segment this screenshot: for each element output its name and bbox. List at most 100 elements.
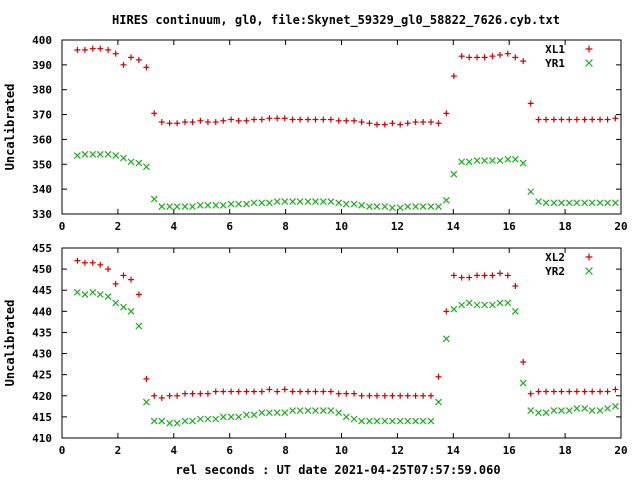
data-point-YR1 xyxy=(358,201,366,209)
data-point-YR1 xyxy=(135,159,143,167)
y-tick-label: 340 xyxy=(32,183,52,196)
data-point-XL1 xyxy=(320,116,327,123)
data-point-YR1 xyxy=(366,203,373,210)
data-point-XL1 xyxy=(135,56,142,63)
data-point-YR2 xyxy=(150,417,158,425)
data-point-XL2 xyxy=(105,266,112,273)
x-tick-label: 0 xyxy=(59,220,66,233)
data-point-XL2 xyxy=(512,283,519,289)
data-point-XL2 xyxy=(612,386,619,393)
data-point-YR1 xyxy=(396,204,404,212)
data-point-XL2 xyxy=(320,388,327,395)
legend-label-XL2: XL2 xyxy=(545,251,565,264)
data-point-YR2 xyxy=(281,409,289,417)
data-point-YR2 xyxy=(196,415,204,423)
y-tick-label: 400 xyxy=(32,34,52,47)
data-point-XL1 xyxy=(573,116,580,123)
data-point-YR1 xyxy=(265,199,273,207)
x-tick-label: 8 xyxy=(282,444,289,457)
data-point-XL1 xyxy=(89,45,96,52)
data-point-YR2 xyxy=(189,417,196,425)
data-point-YR2 xyxy=(504,299,512,307)
data-point-YR1 xyxy=(327,198,335,205)
data-point-YR1 xyxy=(112,152,120,160)
data-point-YR1 xyxy=(350,200,358,208)
data-point-YR2 xyxy=(611,402,619,410)
data-point-YR1 xyxy=(219,201,227,209)
data-point-YR1 xyxy=(611,199,619,207)
x-tick-label: 20 xyxy=(614,220,627,233)
data-point-XL1 xyxy=(496,51,503,58)
data-point-YR2 xyxy=(81,291,89,298)
data-point-XL1 xyxy=(258,116,265,123)
data-point-YR2 xyxy=(481,301,489,309)
data-point-XL1 xyxy=(366,120,373,127)
data-point-XL2 xyxy=(481,272,488,279)
data-point-XL1 xyxy=(373,121,380,128)
data-point-XL1 xyxy=(589,116,596,123)
data-point-XL2 xyxy=(443,308,450,315)
data-point-YR2 xyxy=(166,419,174,427)
y-tick-label: 330 xyxy=(32,208,52,221)
data-point-YR2 xyxy=(427,417,435,425)
data-point-XL2 xyxy=(166,392,173,399)
data-point-XL2 xyxy=(520,359,527,365)
data-point-YR1 xyxy=(519,159,527,167)
data-point-XL2 xyxy=(496,270,503,277)
data-point-YR2 xyxy=(381,417,389,425)
x-tick-label: 10 xyxy=(335,220,348,233)
y-tick-label: 435 xyxy=(32,326,52,339)
data-point-XL2 xyxy=(558,388,565,395)
data-point-YR1 xyxy=(527,188,535,196)
y-tick-label: 425 xyxy=(32,369,52,382)
x-tick-label: 2 xyxy=(115,220,122,233)
data-point-YR2 xyxy=(181,417,189,425)
data-point-YR1 xyxy=(511,155,519,163)
data-point-XL1 xyxy=(112,50,119,57)
data-point-YR1 xyxy=(465,158,473,166)
x-tick-label: 4 xyxy=(170,444,177,457)
data-point-YR1 xyxy=(250,199,258,207)
data-point-XL2 xyxy=(151,392,158,399)
data-point-XL1 xyxy=(327,116,334,123)
data-point-XL1 xyxy=(97,45,104,52)
legend-label-XL1: XL1 xyxy=(545,43,565,56)
x-tick-label: 16 xyxy=(503,220,517,233)
data-point-YR1 xyxy=(419,203,427,210)
data-point-YR1 xyxy=(319,198,327,205)
data-point-YR2 xyxy=(173,419,181,427)
data-point-XL1 xyxy=(527,100,534,107)
data-point-XL2 xyxy=(489,272,496,279)
data-point-XL2 xyxy=(427,392,434,399)
data-point-XL2 xyxy=(474,272,481,279)
data-point-YR2 xyxy=(335,409,343,417)
y-tick-label: 410 xyxy=(32,432,52,445)
data-point-XL1 xyxy=(450,73,457,80)
data-point-XL2 xyxy=(435,373,442,380)
series-XL2 xyxy=(74,257,619,401)
data-point-XL2 xyxy=(228,388,235,395)
data-point-YR1 xyxy=(196,201,204,209)
data-point-XL2 xyxy=(527,390,534,397)
data-point-YR1 xyxy=(481,157,489,164)
data-point-XL1 xyxy=(343,117,350,124)
x-tick-label: 2 xyxy=(115,444,122,457)
data-point-YR2 xyxy=(327,407,335,414)
y-tick-label: 390 xyxy=(32,59,52,72)
data-point-XL2 xyxy=(197,390,204,397)
data-point-XL1 xyxy=(151,110,158,117)
data-point-XL2 xyxy=(604,388,611,395)
legend-marker-XL1 xyxy=(585,45,593,53)
data-point-YR2 xyxy=(243,411,250,419)
data-point-XL1 xyxy=(81,46,88,53)
data-point-XL1 xyxy=(535,116,542,123)
data-point-YR1 xyxy=(381,203,389,210)
data-point-YR1 xyxy=(496,157,504,164)
data-point-XL1 xyxy=(566,116,573,123)
data-point-XL2 xyxy=(597,388,604,395)
data-point-YR2 xyxy=(350,415,358,423)
data-point-XL1 xyxy=(458,53,465,60)
data-point-XL2 xyxy=(573,388,580,395)
data-point-XL1 xyxy=(143,64,150,71)
y-tick-label: 440 xyxy=(32,305,52,318)
